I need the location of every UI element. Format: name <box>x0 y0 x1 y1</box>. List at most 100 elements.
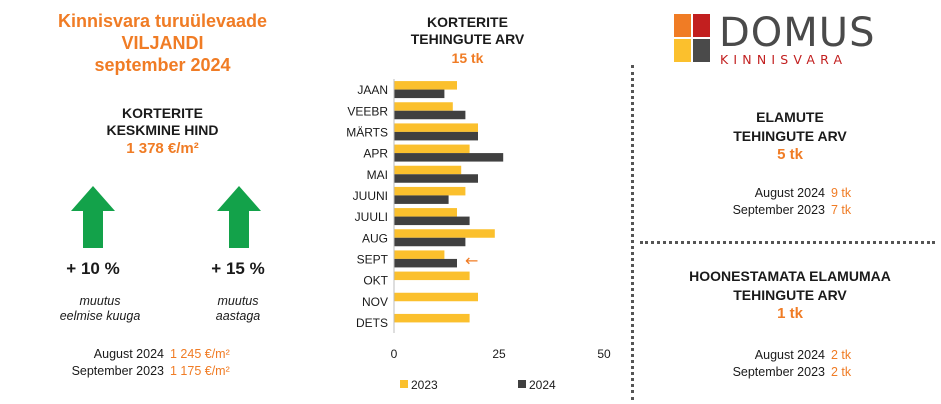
report-title: Kinnisvara turuülevaade VILJANDI septemb… <box>10 10 315 76</box>
report-title-line-3: september 2024 <box>94 55 231 75</box>
avg-price-comparison: August 2024 1 245 €/m² September 2023 1 17… <box>40 346 230 380</box>
chart-title-line-2: TEHINGUTE ARV <box>410 31 525 47</box>
comparison-row: September 2023 1 175 €/m² <box>40 363 230 380</box>
change-month-caption-line-1: muutus <box>79 294 121 308</box>
bar-2023-juuni <box>394 186 466 196</box>
category-label: SEPT <box>357 252 389 266</box>
bar-2023-jaan <box>394 81 457 90</box>
bar-2024-juuli <box>394 216 470 226</box>
comparison-row: August 2024 2 tk <box>700 347 851 364</box>
land-value: 1 tk <box>777 305 803 322</box>
bar-2023-märts <box>394 123 478 132</box>
horizontal-divider <box>640 241 935 244</box>
avg-price-heading: KORTERITE KESKMINE HIND <box>10 105 315 139</box>
comparison-row: September 2023 2 tk <box>700 364 852 381</box>
bar-2023-aug <box>394 229 495 238</box>
logo-square-3 <box>674 39 691 62</box>
land-heading-line-2: TEHINGUTE ARV <box>733 287 847 303</box>
comparison-value: 2 tk <box>831 365 852 379</box>
land-heading: HOONESTAMATA ELAMUMAA TEHINGUTE ARV <box>640 267 940 305</box>
comparison-label: August 2024 <box>93 347 164 361</box>
chart-subtitle: 15 tk <box>451 50 484 66</box>
bar-2023-mai <box>394 165 462 175</box>
category-label: NOV <box>362 295 388 309</box>
land-comparison: August 2024 2 tk September 2023 2 tk <box>700 347 852 381</box>
category-label: OKT <box>363 274 388 288</box>
comparison-row: August 2024 9 tk <box>700 185 851 202</box>
bar-2023-juuli <box>394 208 457 217</box>
report-title-line-1: Kinnisvara turuülevaade <box>57 11 268 31</box>
comparison-value: 1 175 €/m² <box>170 364 230 378</box>
comparison-row: September 2023 7 tk <box>700 202 852 219</box>
houses-heading: ELAMUTE TEHINGUTE ARV <box>650 108 930 146</box>
x-tick-label: 25 <box>492 347 506 361</box>
avg-price-value: 1 378 €/m² <box>126 140 199 157</box>
change-year-caption-line-2: aastaga <box>215 309 261 323</box>
change-month-caption-line-2: eelmise kuuga <box>59 309 141 323</box>
arrow-up-icon <box>71 186 115 248</box>
logo-square-2 <box>693 14 710 37</box>
chart-title: KORTERITE TEHINGUTE ARV <box>365 14 570 48</box>
bar-2024-märts <box>394 131 478 141</box>
vertical-divider <box>631 65 634 400</box>
category-label: AUG <box>362 231 388 245</box>
bar-2023-apr <box>394 144 470 154</box>
chart-title-line-1: KORTERITE <box>427 14 508 30</box>
category-label: VEEBR <box>347 104 388 118</box>
comparison-value: 7 tk <box>831 203 852 217</box>
category-label: JUULI <box>355 210 388 224</box>
logo-square-4 <box>693 39 710 62</box>
legend-label-2024: 2024 <box>529 378 556 392</box>
comparison-label: September 2023 <box>71 364 164 378</box>
houses-comparison: August 2024 9 tk September 2023 7 tk <box>700 185 852 219</box>
avg-price-heading-line-1: KORTERITE <box>122 105 203 121</box>
category-label: MÄRTS <box>346 125 388 139</box>
houses-value: 5 tk <box>777 146 803 163</box>
legend-swatch-2024 <box>518 380 526 388</box>
comparison-value: 2 tk <box>831 348 852 362</box>
category-label: MAI <box>367 168 388 182</box>
logo-wordmark: DOMUS <box>719 10 876 56</box>
category-label: APR <box>363 147 388 161</box>
change-year-caption-line-1: muutus <box>217 294 259 308</box>
change-year-caption: muutus aastaga <box>168 294 308 324</box>
bar-2024-mai <box>394 174 478 183</box>
logo-square-1 <box>674 14 691 37</box>
legend-swatch-2023 <box>400 380 408 388</box>
bar-2024-apr <box>394 153 504 162</box>
land-heading-line-1: HOONESTAMATA ELAMUMAA <box>689 268 891 284</box>
houses-heading-line-1: ELAMUTE <box>756 109 824 125</box>
change-month-caption: muutus eelmise kuuga <box>30 294 170 324</box>
bar-2023-nov <box>394 292 478 302</box>
bar-2023-okt <box>394 271 470 281</box>
highlight-arrow-icon: ← <box>465 251 478 270</box>
category-label: JAAN <box>357 83 388 97</box>
category-label: JUUNI <box>353 189 388 203</box>
report-title-line-2: VILJANDI <box>121 33 204 53</box>
bar-2023-sept <box>394 250 445 259</box>
x-tick-label: 50 <box>597 347 611 361</box>
change-year-value: + 15 % <box>211 259 265 278</box>
legend-label-2023: 2023 <box>411 378 438 392</box>
arrow-up-icon-shape <box>217 186 261 248</box>
bar-2024-juuni <box>394 195 449 204</box>
logo-mark-icon <box>674 14 710 62</box>
logo-subtitle: KINNISVARA <box>720 52 848 67</box>
comparison-label: August 2024 <box>754 348 825 362</box>
houses-heading-line-2: TEHINGUTE ARV <box>733 128 847 144</box>
comparison-value: 9 tk <box>831 186 852 200</box>
comparison-value: 1 245 €/m² <box>170 347 230 361</box>
change-month-value: + 10 % <box>66 259 120 278</box>
arrow-up-icon-shape <box>71 186 115 248</box>
bar-2023-dets <box>394 313 470 323</box>
bar-2023-veebr <box>394 102 453 111</box>
category-label: DETS <box>356 316 388 330</box>
bar-2024-jaan <box>394 89 445 99</box>
bar-2024-sept <box>394 258 457 268</box>
bar-2024-aug <box>394 237 466 247</box>
bar-2024-veebr <box>394 110 466 120</box>
avg-price-heading-line-2: KESKMINE HIND <box>106 122 219 138</box>
comparison-label: September 2023 <box>732 203 825 217</box>
comparison-label: September 2023 <box>732 365 825 379</box>
